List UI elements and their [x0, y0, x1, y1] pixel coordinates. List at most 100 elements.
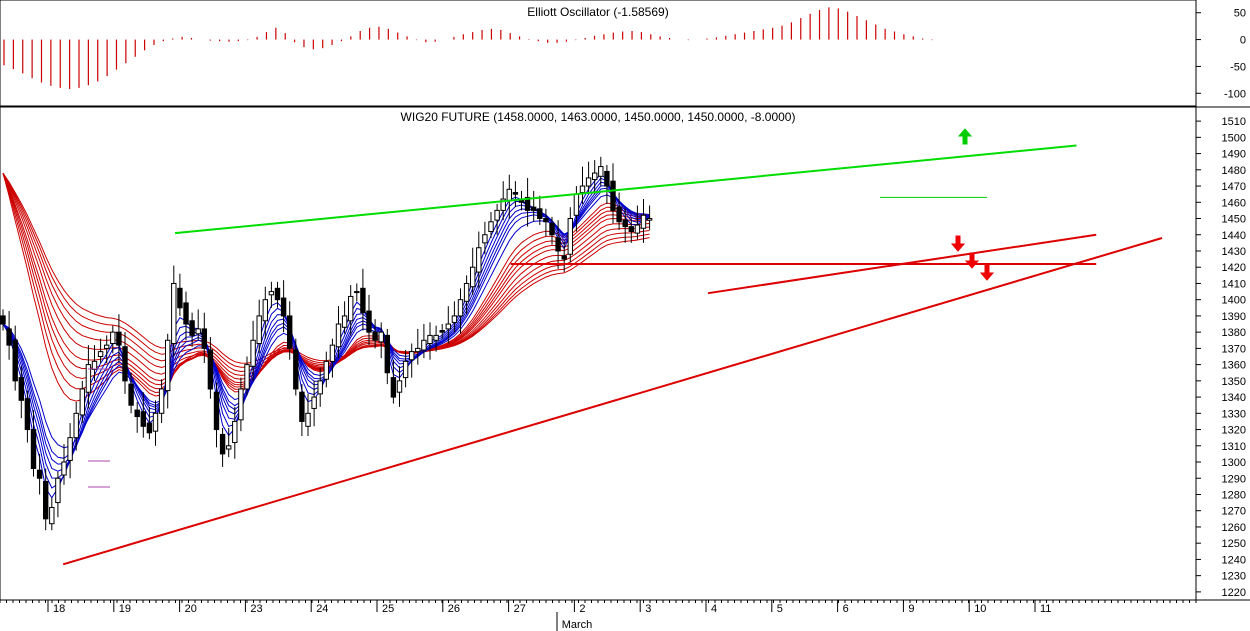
candle-body	[579, 185, 586, 194]
candle-body	[543, 218, 549, 223]
price-tick-label: 1490	[1222, 149, 1246, 161]
candle-body	[396, 380, 403, 393]
price-tick-label: 1300	[1222, 457, 1246, 469]
candle-body	[628, 226, 634, 233]
candle-body	[122, 346, 128, 382]
candle-body	[524, 196, 531, 211]
x-tick-label: 2	[579, 603, 585, 615]
candle-body	[287, 315, 293, 349]
candle-body	[67, 437, 73, 461]
candle-body	[323, 360, 330, 380]
candle-body	[488, 221, 494, 233]
candle-body	[195, 328, 201, 335]
candle-body	[158, 388, 165, 414]
up-arrow-icon	[957, 128, 973, 145]
x-tick-label: 25	[382, 603, 394, 615]
x-tick-label: 20	[185, 603, 197, 615]
candle-body	[97, 351, 104, 358]
candle-body	[238, 388, 244, 421]
x-tick-label: 10	[974, 603, 986, 615]
candle-body	[427, 334, 433, 345]
candle-body	[293, 349, 299, 390]
candle-body	[354, 291, 360, 294]
candle-body	[561, 255, 567, 260]
candle-body	[640, 214, 647, 229]
candle-body	[226, 445, 232, 450]
candle-body	[402, 360, 409, 379]
candle-body	[366, 310, 372, 333]
candle-body	[549, 222, 555, 236]
down-arrow-icon	[964, 252, 980, 269]
candle-body	[280, 297, 287, 317]
candle-body	[18, 377, 25, 401]
x-tick-label: 6	[843, 603, 849, 615]
osc-tick-label: -100	[1224, 88, 1246, 100]
candle-body	[476, 247, 482, 273]
price-tick-label: 1360	[1222, 360, 1246, 372]
osc-tick-label: 0	[1240, 35, 1246, 47]
candle-body	[610, 180, 616, 211]
price-tick-label: 1420	[1222, 262, 1246, 274]
candle-body	[421, 339, 427, 351]
candle-body	[585, 177, 592, 187]
price-tick-label: 1320	[1222, 425, 1246, 437]
price-tick-label: 1500	[1222, 132, 1246, 144]
candle-body	[36, 469, 43, 479]
price-tick-label: 1220	[1222, 587, 1246, 599]
candle-body	[378, 331, 384, 343]
candle-body	[140, 411, 147, 427]
candle-body	[573, 193, 580, 216]
candle-body	[457, 299, 464, 317]
candle-body	[146, 422, 153, 434]
candle-body	[470, 266, 476, 288]
candle-body	[512, 192, 519, 195]
price-tick-label: 1400	[1222, 295, 1246, 307]
candle-body	[555, 237, 561, 252]
candle-body	[372, 331, 378, 341]
price-tick-label: 1480	[1222, 165, 1246, 177]
price-tick-label: 1380	[1222, 327, 1246, 339]
price-tick-label: 1510	[1222, 116, 1246, 128]
price-tick-label: 1270	[1222, 506, 1246, 518]
candle-body	[61, 461, 67, 476]
candle-body	[494, 209, 500, 221]
price-tick-label: 1460	[1222, 197, 1246, 209]
x-tick-label: 5	[777, 603, 783, 615]
candle-body	[219, 433, 226, 455]
candle-body	[152, 412, 159, 432]
candle-body	[165, 339, 171, 392]
candle-body	[73, 412, 79, 439]
price-tick-label: 1280	[1222, 489, 1246, 501]
down-arrow-icon	[979, 264, 995, 281]
candle-body	[110, 331, 116, 345]
candle-body	[646, 218, 653, 221]
price-tick-label: 1440	[1222, 230, 1246, 242]
candle-body	[622, 219, 628, 228]
month-label: March	[562, 619, 593, 631]
price-tick-label: 1240	[1222, 554, 1246, 566]
osc-tick-label: -50	[1230, 61, 1246, 73]
candle-body	[384, 334, 391, 374]
candle-body	[305, 412, 311, 427]
price-tick-label: 1290	[1222, 473, 1246, 485]
price-tick-label: 1430	[1222, 246, 1246, 258]
price-tick-label: 1340	[1222, 392, 1246, 404]
x-tick-label: 11	[1040, 603, 1051, 615]
candle-body	[6, 328, 12, 346]
price-chart-title: WIG20 FUTURE (1458.0000, 1463.0000, 1450…	[401, 110, 796, 124]
axes: 1510 1500 1490 1480 1470 1460 1450 1440 1430 1420…	[0, 116, 1246, 631]
candle-body	[439, 330, 445, 333]
candle-body	[134, 409, 140, 418]
oscillator-panel: 50 0 -50 -100	[3, 7, 1246, 100]
candle-body	[445, 323, 452, 330]
candle-body	[500, 198, 506, 211]
x-tick-label: 26	[448, 603, 460, 615]
x-tick-label: 27	[514, 603, 526, 615]
candle-body	[311, 396, 317, 409]
candle-body	[262, 299, 269, 322]
candle-body	[616, 206, 622, 223]
x-tick-label: 24	[316, 603, 328, 615]
price-tick-label: 1410	[1222, 278, 1246, 290]
candle-body	[634, 224, 641, 234]
